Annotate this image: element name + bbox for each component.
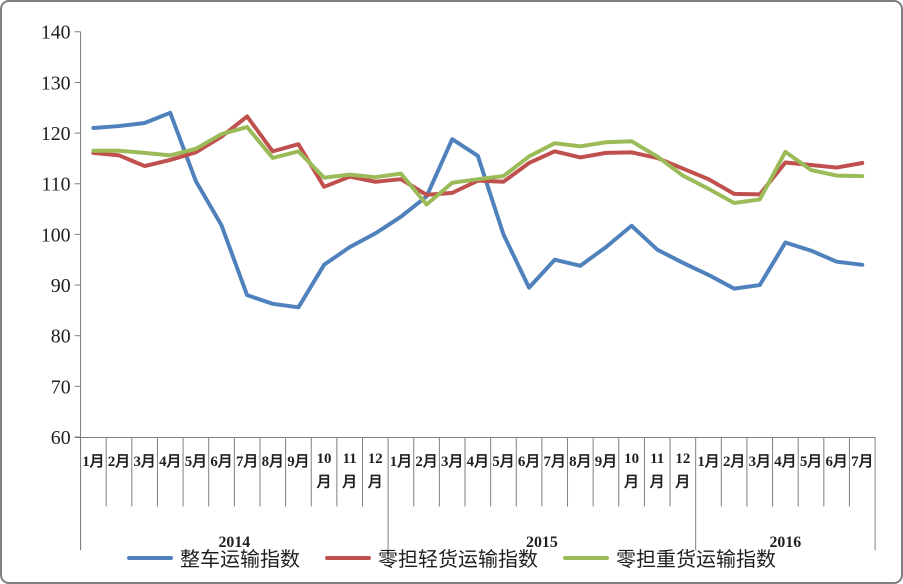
- y-axis-tick-label: 70: [51, 376, 71, 398]
- full-truckload-line-swatch: [127, 555, 173, 560]
- month-label: 5月: [185, 453, 207, 470]
- month-label: 7月: [236, 453, 258, 470]
- month-label: 7月: [851, 453, 873, 470]
- month-label: 10 月: [316, 451, 332, 491]
- month-label: 7月: [544, 453, 566, 470]
- month-label: 5月: [800, 453, 822, 470]
- month-label: 2月: [108, 453, 130, 470]
- y-axis-tick-label: 90: [51, 275, 71, 297]
- month-label: 6月: [518, 453, 540, 470]
- month-label: 3月: [133, 453, 155, 470]
- year-label: 2015: [526, 534, 558, 551]
- series-line-full-truckload-index: [91, 110, 865, 310]
- month-label: 11 月: [649, 451, 665, 491]
- month-label: 3月: [749, 453, 771, 470]
- series-line-ltl-heavy-cargo-index: [91, 125, 865, 207]
- month-label: 12 月: [367, 451, 383, 491]
- month-label: 8月: [262, 453, 284, 470]
- month-label: 6月: [210, 453, 232, 470]
- month-label: 12 月: [674, 451, 690, 491]
- month-label: 1月: [82, 453, 104, 470]
- month-label: 6月: [825, 453, 847, 470]
- legend-label-ltl-heavy-cargo: 零担重货运输指数: [616, 549, 776, 571]
- y-axis-tick-label: 130: [41, 72, 71, 94]
- y-axis-tick-label: 120: [41, 123, 71, 145]
- month-label: 9月: [595, 453, 617, 470]
- y-axis-tick-label: 60: [51, 427, 71, 449]
- month-label: 2月: [723, 453, 745, 470]
- y-axis-tick-label: 110: [42, 174, 71, 196]
- ltl-light-cargo-line-swatch: [325, 555, 371, 560]
- month-label: 4月: [467, 453, 489, 470]
- y-axis-tick-label: 140: [41, 22, 71, 44]
- month-label: 4月: [774, 453, 796, 470]
- month-label: 2月: [415, 453, 437, 470]
- month-label: 4月: [159, 453, 181, 470]
- legend-label-full-truckload: 整车运输指数: [180, 549, 300, 571]
- ltl-heavy-cargo-line-swatch: [563, 555, 609, 560]
- month-label: 5月: [492, 453, 514, 470]
- legend-item-full-truckload: 整车运输指数: [127, 543, 300, 572]
- month-label: 9月: [287, 453, 309, 470]
- year-label: 2016: [769, 534, 801, 551]
- legend-item-ltl-light-cargo: 零担轻货运输指数: [325, 543, 538, 572]
- legend-label-ltl-light-cargo: 零担轻货运输指数: [378, 549, 538, 571]
- chart-legend: 整车运输指数 零担轻货运输指数 零担重货运输指数: [2, 543, 901, 572]
- month-label: 3月: [441, 453, 463, 470]
- y-axis-tick-label: 80: [51, 326, 71, 348]
- month-label: 1月: [697, 453, 719, 470]
- month-label: 1月: [390, 453, 412, 470]
- month-label: 11 月: [341, 451, 357, 491]
- month-label: 10 月: [623, 451, 639, 491]
- month-label: 8月: [569, 453, 591, 470]
- year-label: 2014: [218, 534, 250, 551]
- legend-item-ltl-heavy-cargo: 零担重货运输指数: [563, 543, 776, 572]
- y-axis-tick-label: 100: [41, 224, 71, 246]
